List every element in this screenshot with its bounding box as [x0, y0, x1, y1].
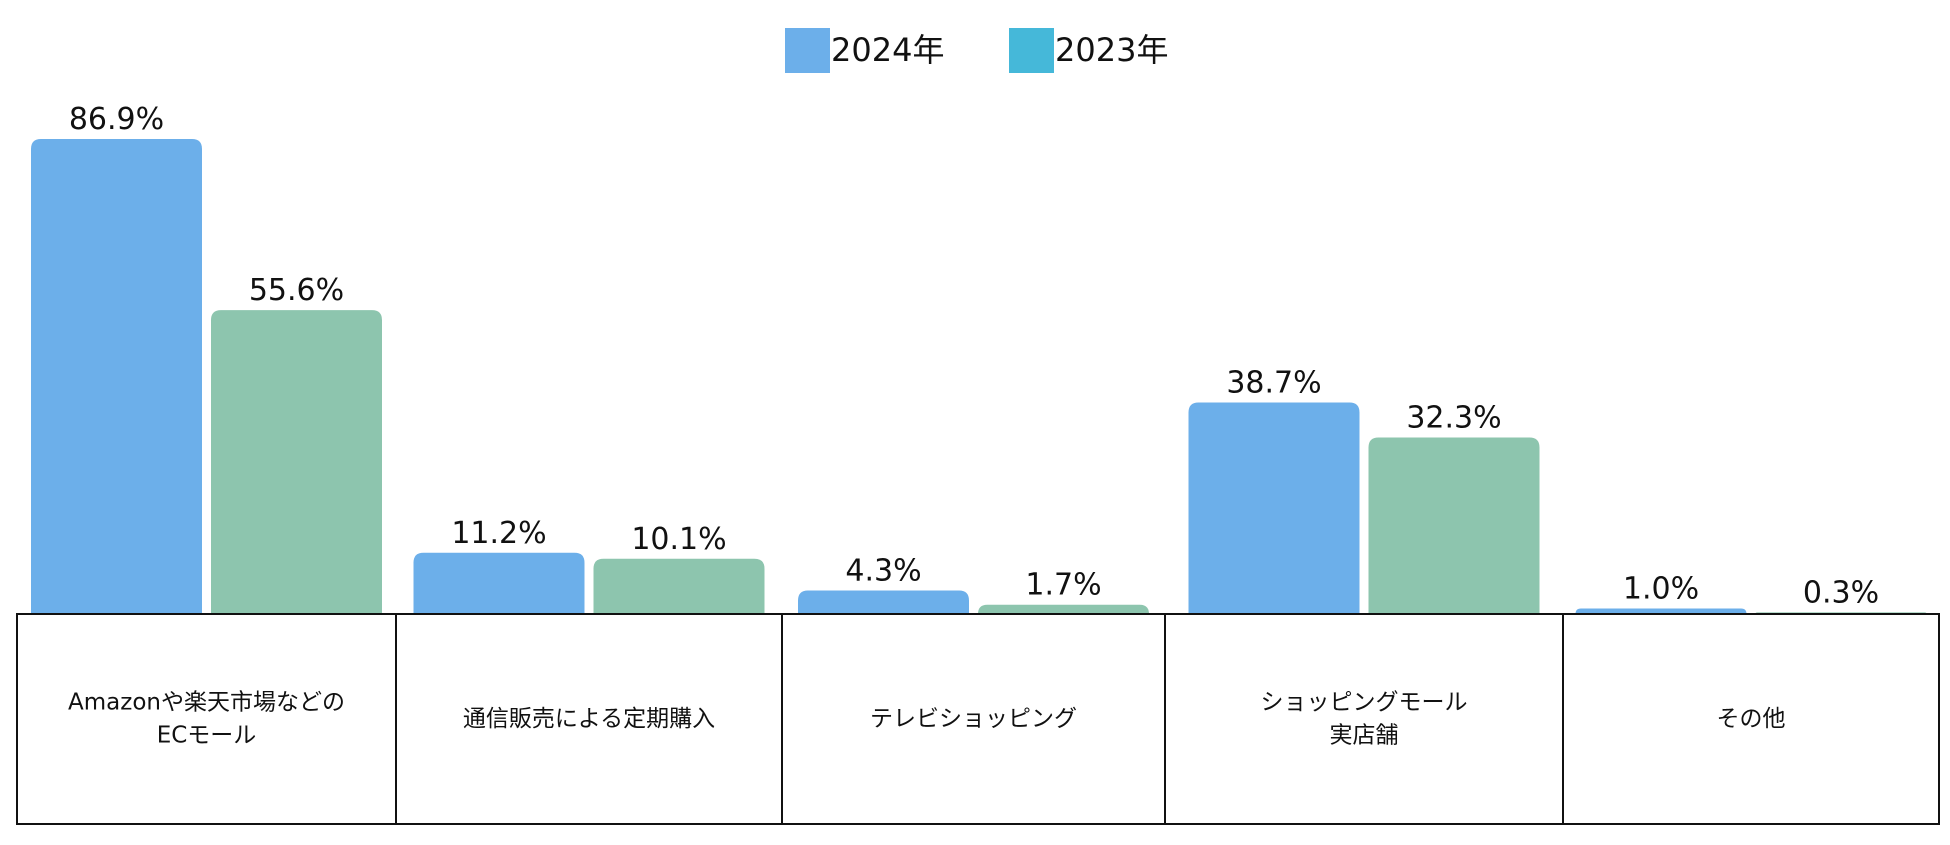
legend-label: 2024年: [831, 31, 944, 69]
tick-label: Amazonや楽天市場などの: [68, 690, 345, 716]
bar-2024-5: [1575, 608, 1747, 614]
category-cell-5: その他: [1717, 706, 1786, 732]
legend-swatch: [1009, 28, 1054, 73]
legend-swatch: [785, 28, 830, 73]
legend-item-2023: 2023年: [1009, 28, 1168, 73]
data-label-2023-5: 0.3%: [1803, 575, 1879, 610]
value-labels: 86.9% 55.6% 11.2% 10.1% 4.3% 1.7% 38.7% 32.3% 1.…: [69, 102, 1879, 610]
bars: [31, 139, 1927, 614]
bar-2024-2: [413, 552, 585, 614]
tick-label: その他: [1717, 706, 1786, 732]
legend: 2024年 2023年: [785, 28, 1168, 73]
category-cell-2: 通信販売による定期購入: [463, 706, 715, 732]
data-label-2024-2: 11.2%: [451, 516, 546, 551]
data-label-2023-4: 32.3%: [1406, 400, 1501, 435]
data-label-2024-5: 1.0%: [1623, 572, 1699, 607]
legend-item-2024: 2024年: [785, 28, 944, 73]
bar-2024-3: [798, 590, 969, 614]
bar-2024-4: [1188, 402, 1360, 614]
category-cell-3: テレビショッピング: [870, 706, 1077, 732]
category-cell-1: Amazonや楽天市場などの ECモール: [68, 690, 345, 749]
bar-2023-1: [211, 310, 382, 614]
data-label-2024-3: 4.3%: [845, 553, 921, 588]
tick-label: 通信販売による定期購入: [463, 706, 715, 732]
data-label-2023-3: 1.7%: [1025, 568, 1101, 603]
bar-2024-1: [31, 139, 202, 614]
tick-label: テレビショッピング: [870, 706, 1077, 732]
bar-2023-2: [593, 558, 765, 614]
bar-2023-4: [1368, 437, 1540, 614]
category-table: Amazonや楽天市場などの ECモール 通信販売による定期購入 テレビショッピング シ…: [16, 613, 1940, 825]
legend-label: 2023年: [1055, 31, 1168, 69]
data-label-2023-1: 55.6%: [249, 273, 344, 308]
data-label-2024-1: 86.9%: [69, 102, 164, 137]
tick-label: ショッピングモール: [1261, 690, 1468, 716]
bar-2023-3: [978, 604, 1149, 614]
tick-label: 実店舗: [1330, 723, 1399, 749]
data-label-2024-4: 38.7%: [1226, 365, 1321, 400]
data-label-2023-2: 10.1%: [631, 522, 726, 557]
table-border: [16, 613, 1940, 825]
tick-label: ECモール: [157, 723, 257, 749]
